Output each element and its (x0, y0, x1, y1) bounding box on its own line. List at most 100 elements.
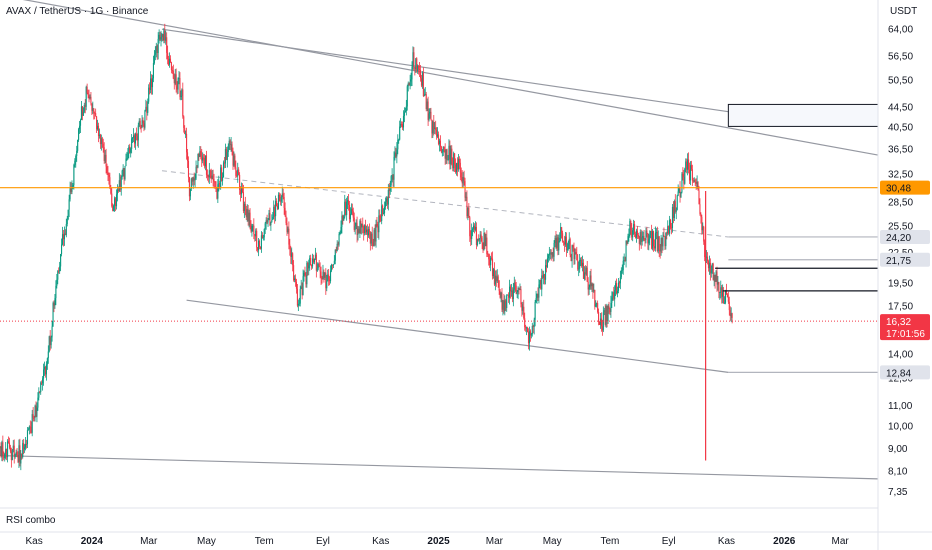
candle (135, 127, 137, 141)
resistance-box[interactable] (727, 103, 879, 127)
trendline-1[interactable] (0, 0, 879, 156)
candle (231, 141, 233, 156)
candle (522, 301, 524, 315)
candle (433, 115, 435, 136)
candle-body (79, 119, 82, 126)
candle-body (172, 70, 174, 79)
candle (197, 153, 199, 169)
candle (617, 278, 620, 294)
time-axis[interactable]: Kas 2024 Mar May Tem Eyl Kas 2025 Mar May Tem Eyl Ka… (25, 536, 849, 547)
candle (237, 162, 239, 183)
candle (56, 273, 58, 289)
candle-body (305, 274, 307, 285)
candle (372, 238, 374, 247)
candle (455, 158, 457, 174)
candle-body (198, 153, 200, 157)
candle-body (370, 233, 372, 244)
candle-body (527, 327, 529, 333)
candle-body (105, 154, 107, 167)
candle (244, 196, 246, 216)
candle-body (594, 290, 596, 307)
symbol-title[interactable]: AVAX / TetherUS · 1G · Binance (6, 6, 149, 17)
candle-body (724, 291, 727, 303)
candle (275, 195, 277, 222)
drawing-layer[interactable] (0, 0, 879, 480)
candle-body (89, 96, 91, 99)
candle-body (511, 290, 513, 299)
candle (557, 234, 559, 256)
candle-body (221, 167, 223, 181)
candle (226, 146, 228, 168)
candle (473, 223, 476, 234)
candle-body (63, 233, 65, 240)
candle (283, 192, 285, 215)
trendline-4[interactable] (186, 299, 729, 373)
candle (628, 228, 630, 242)
candle (592, 282, 594, 299)
candle-body (1, 442, 3, 457)
candle (177, 77, 179, 94)
candle-layer (0, 23, 733, 471)
candle (126, 151, 128, 161)
candle (517, 286, 519, 300)
candle-body (707, 261, 710, 269)
candle-body (366, 229, 369, 236)
candle (149, 82, 151, 95)
candle (127, 148, 129, 160)
candle (360, 218, 362, 234)
candle (43, 363, 45, 386)
indicator-label[interactable]: RSI combo (6, 515, 56, 526)
candle-body (278, 194, 280, 201)
candle-body (467, 207, 469, 217)
candle (384, 197, 387, 210)
candle-body (410, 79, 412, 82)
candle (348, 200, 351, 224)
candle-body (498, 280, 500, 291)
candle (295, 278, 298, 294)
candle (649, 230, 651, 246)
candle (265, 217, 267, 230)
candle-body (568, 239, 570, 244)
candle (730, 307, 732, 323)
trendline-2[interactable] (0, 454, 879, 480)
candle-body (380, 219, 382, 221)
candle-body (630, 221, 632, 230)
candle-body (146, 106, 148, 113)
candle (48, 335, 50, 353)
candle-body (695, 181, 697, 184)
candle-body (717, 282, 719, 285)
candle-body (451, 148, 453, 161)
orange-level-badge-bg (880, 180, 930, 195)
trendline-3[interactable] (161, 28, 729, 113)
candle-body (484, 232, 486, 247)
candle (294, 274, 297, 287)
candle (195, 160, 197, 181)
candle (174, 69, 176, 85)
candle-body (392, 175, 394, 180)
candle-body (730, 313, 732, 317)
candle (243, 201, 245, 218)
candle (505, 298, 507, 311)
candle (159, 31, 161, 42)
candle-body (92, 108, 94, 111)
candle (549, 249, 551, 260)
candle (622, 256, 624, 275)
candle (374, 224, 376, 246)
candle (282, 188, 284, 200)
candle-body (636, 230, 638, 236)
candle-body (318, 264, 320, 267)
candle (520, 286, 522, 308)
candle (121, 169, 123, 180)
candle-body (9, 447, 11, 452)
candle-body (418, 65, 420, 69)
candle (499, 288, 501, 299)
candle (292, 252, 294, 272)
gray-level-badge-bg (880, 252, 930, 267)
candle (204, 154, 206, 169)
candle-body (330, 264, 333, 271)
candle (28, 425, 30, 435)
candle (313, 258, 316, 265)
candle-body (475, 227, 477, 246)
candle-body (465, 196, 467, 198)
